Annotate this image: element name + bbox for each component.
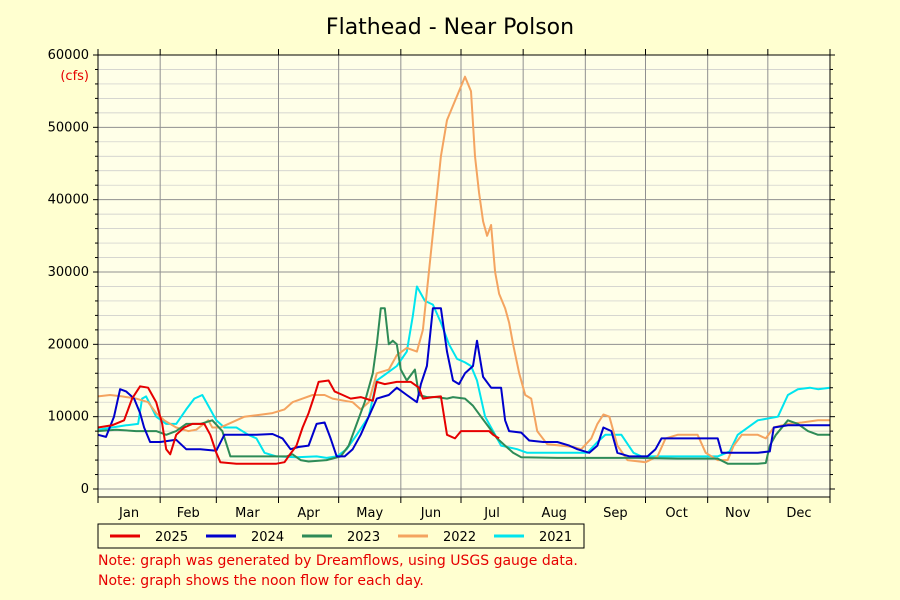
y-tick-label: 0	[81, 482, 89, 497]
legend-label-2024: 2024	[251, 530, 284, 545]
note-source: Note: graph was generated by Dreamflows,…	[98, 553, 578, 569]
y-axis-unit-label: (cfs)	[60, 69, 89, 84]
y-tick-label: 10000	[48, 410, 89, 425]
chart-title: Flathead - Near Polson	[326, 15, 574, 40]
x-tick-label: Jun	[420, 506, 441, 521]
legend-label-2025: 2025	[155, 530, 188, 545]
x-tick-label: Nov	[725, 506, 751, 521]
y-tick-label: 60000	[48, 48, 89, 63]
plot-border	[97, 54, 831, 498]
x-tick-label: Sep	[603, 506, 628, 521]
x-tick-label: Aug	[542, 506, 567, 521]
x-tick-label: Oct	[665, 506, 687, 521]
axes: 0 10000 20000 30000 40000 50000 60000 Jan Feb Mar…	[48, 48, 835, 521]
x-tick-label: Jan	[118, 506, 139, 521]
x-tick-label: May	[356, 506, 383, 521]
legend: 2025 2024 2023 2022 2021	[97, 523, 585, 549]
note-noon-flow: Note: graph shows the noon flow for each…	[98, 573, 424, 589]
x-tick-label: Dec	[786, 506, 811, 521]
x-tick-label: Jul	[483, 506, 500, 521]
series-line-2023	[97, 307, 830, 465]
y-tick-label: 40000	[48, 193, 89, 208]
legend-label-2021: 2021	[539, 530, 572, 545]
y-tick-label: 30000	[48, 265, 89, 280]
series-line-2022	[97, 75, 830, 464]
series-lines	[97, 75, 831, 465]
legend-label-2022: 2022	[443, 530, 476, 545]
x-tick-label: Feb	[177, 506, 200, 521]
x-tick-label: Mar	[235, 506, 260, 521]
x-tick-label: Apr	[297, 506, 320, 521]
series-line-2025	[97, 379, 500, 465]
series-line-2024	[97, 307, 830, 458]
y-tick-label: 20000	[48, 337, 89, 352]
series-line-2021	[97, 285, 831, 459]
legend-label-2023: 2023	[347, 530, 380, 545]
y-tick-label: 50000	[48, 120, 89, 135]
